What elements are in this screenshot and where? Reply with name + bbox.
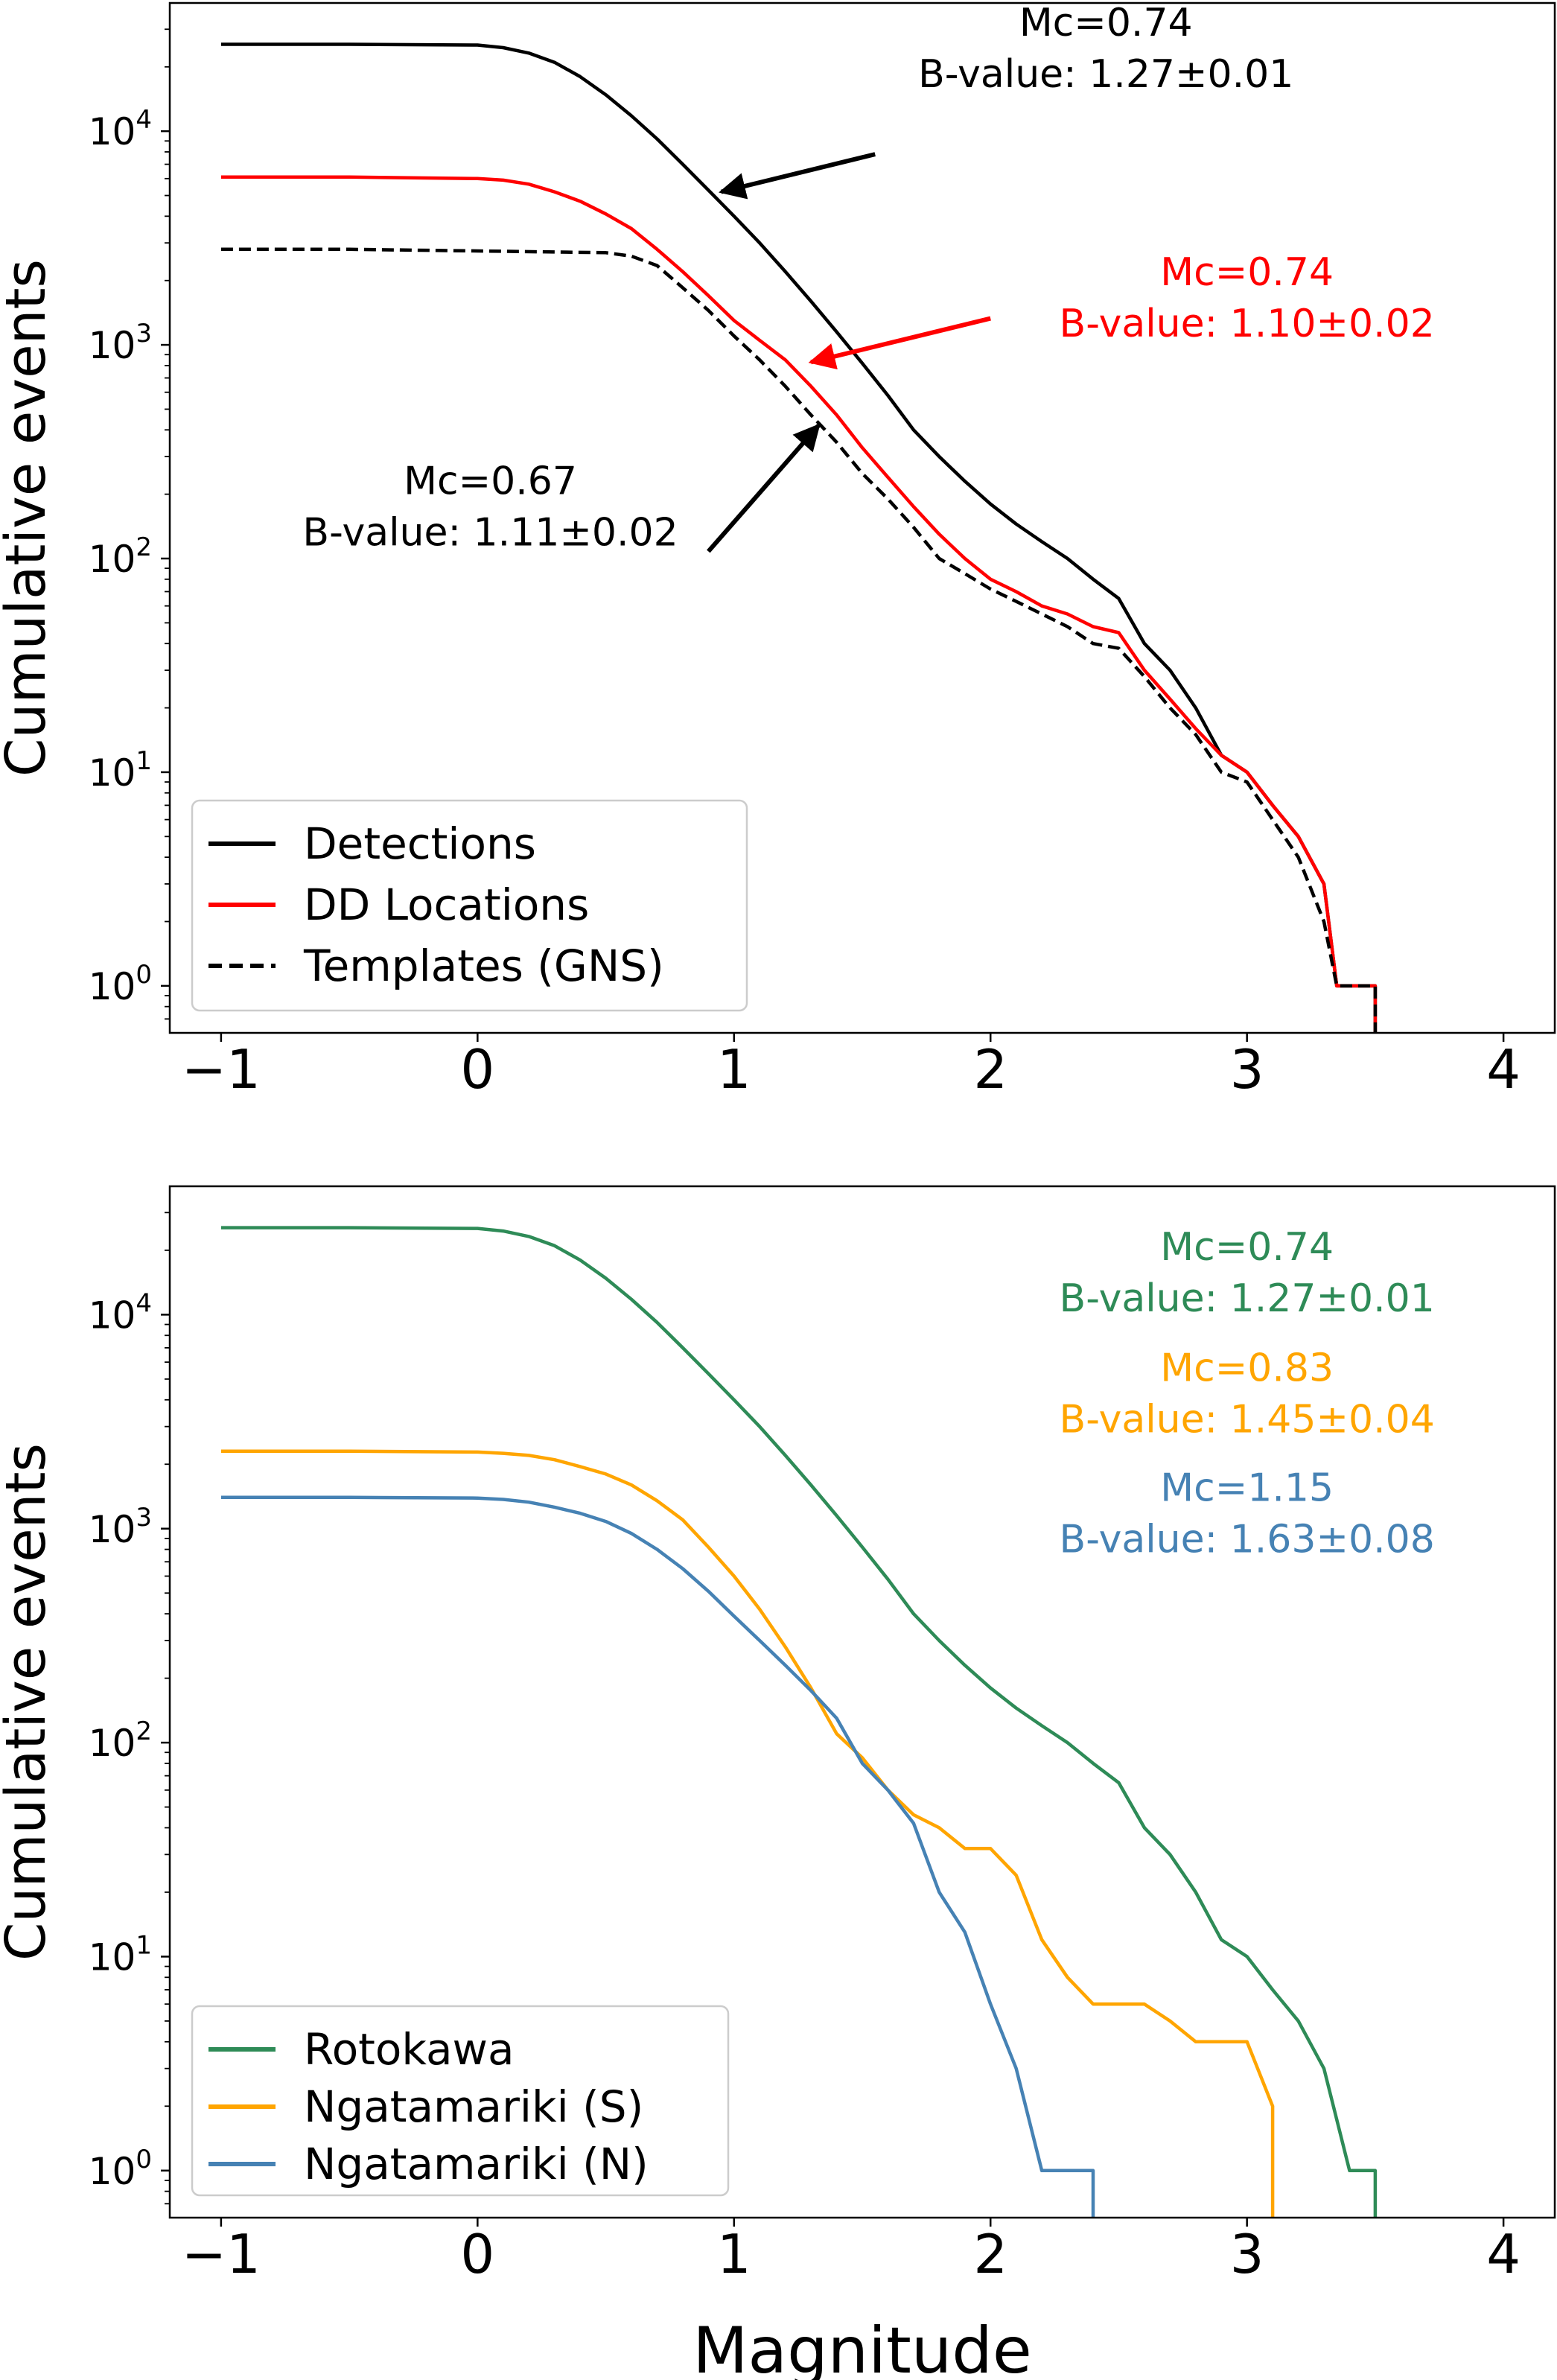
series-line-ngatamariki-n xyxy=(220,1495,1095,2218)
annotation-text: Mc=0.67 B-value: 1.11±0.02 xyxy=(302,459,678,556)
legend-box xyxy=(191,2005,730,2197)
x-tick-label: −1 xyxy=(182,2223,261,2285)
y-tick-label: 101 xyxy=(89,746,152,795)
y-tick-label: 102 xyxy=(89,532,152,581)
series-line-templates-gns xyxy=(220,247,1378,1033)
series-line-dd-locations xyxy=(220,175,1378,1033)
y-tick-label: 101 xyxy=(89,1930,152,1979)
series-line-rotokawa xyxy=(220,1226,1378,2218)
legend-label-ngatamariki-n: Ngatamariki (N) xyxy=(304,2139,649,2189)
annotation-arrow xyxy=(707,423,821,553)
legend-box xyxy=(191,799,748,1012)
y-tick-label: 103 xyxy=(89,1503,152,1551)
x-tick-label: 3 xyxy=(1230,2223,1264,2285)
x-tick-label: 0 xyxy=(460,2223,494,2285)
y-tick-label: 104 xyxy=(89,105,152,153)
x-tick-label: 1 xyxy=(717,2223,751,2285)
x-tick-label: 2 xyxy=(973,2223,1007,2285)
y-tick-label: 104 xyxy=(89,1288,152,1337)
axes-frame xyxy=(168,1,1556,1034)
legend-label-rotokawa: Rotokawa xyxy=(304,2024,515,2075)
y-tick-label: 100 xyxy=(89,960,152,1008)
axes-frame xyxy=(168,1185,1556,2219)
x-tick-label: 2 xyxy=(973,1038,1007,1101)
annotation-arrow xyxy=(808,316,991,370)
x-axis-label: Magnitude xyxy=(692,2314,1032,2380)
x-tick-label: −1 xyxy=(182,1038,261,1101)
legend-label-ngatamariki-s: Ngatamariki (S) xyxy=(304,2081,643,2132)
y-tick-label: 103 xyxy=(89,319,152,367)
y-axis-label: Cumulative events xyxy=(0,259,58,777)
series-line-ngatamariki-s xyxy=(220,1449,1275,2218)
x-tick-label: 4 xyxy=(1486,1038,1521,1101)
top-panel: −1 0 1 2 3 4 100 101 102 103 104 Cumulative events M… xyxy=(0,1,1556,1101)
annotation-text: Mc=0.74 B-value: 1.27±0.01 xyxy=(1060,1225,1435,1321)
x-tick-label: 4 xyxy=(1486,2223,1521,2285)
x-tick-label: 0 xyxy=(460,1038,494,1101)
legend-label-templates-gns: Templates (GNS) xyxy=(303,941,664,991)
legend: Rotokawa Ngatamariki (S) Ngatamariki (N) xyxy=(191,2005,730,2197)
y-axis-label: Cumulative events xyxy=(0,1443,58,1961)
x-tick-label: 3 xyxy=(1230,1038,1264,1101)
legend-label-detections: Detections xyxy=(304,818,536,869)
annotation-text: Mc=0.74 B-value: 1.27±0.01 xyxy=(918,1,1293,97)
annotation-text: Mc=0.83 B-value: 1.45±0.04 xyxy=(1060,1346,1435,1442)
y-tick-label: 100 xyxy=(89,2145,152,2193)
y-tick-label: 102 xyxy=(89,1716,152,1765)
x-tick-label: 1 xyxy=(717,1038,751,1101)
annotation-text: Mc=0.74 B-value: 1.10±0.02 xyxy=(1060,250,1435,346)
annotation-arrow xyxy=(719,152,876,200)
legend-label-dd-locations: DD Locations xyxy=(304,879,589,930)
annotation-text: Mc=1.15 B-value: 1.63±0.08 xyxy=(1060,1466,1435,1562)
bottom-panel: −1 0 1 2 3 4 100 101 102 103 104 Cumulative events M… xyxy=(0,1185,1556,2380)
series-group xyxy=(220,42,1378,1033)
series-group xyxy=(220,1226,1378,2218)
legend: Detections DD Locations Templates (GNS) xyxy=(191,799,748,1012)
